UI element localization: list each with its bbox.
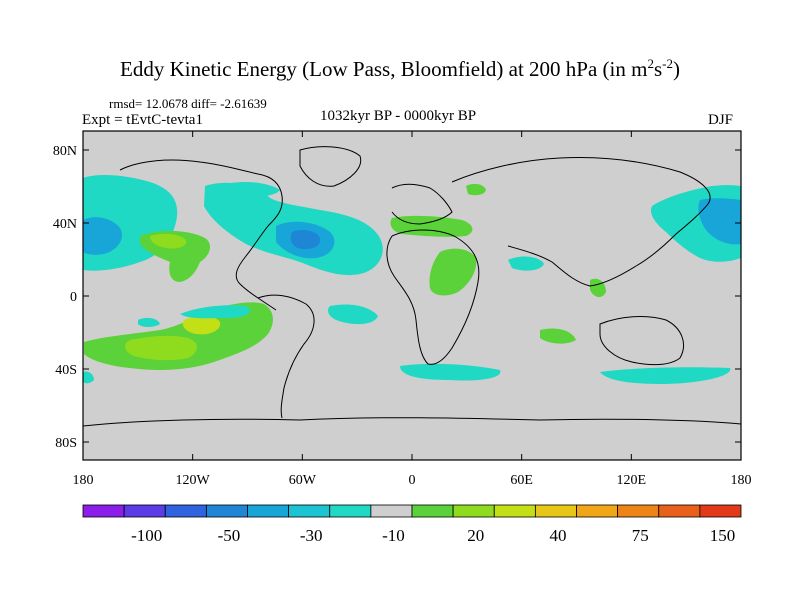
lat-label: 40S — [55, 363, 77, 378]
colorbar-labels: -100 -50 -30 -10 20 40 75 150 — [131, 526, 735, 545]
lon-label: 60E — [510, 473, 533, 488]
contour-mediterranean — [390, 215, 473, 237]
lon-label: 60W — [289, 473, 317, 488]
colorbar-label: 40 — [549, 526, 566, 545]
contour-npacific-west-inner — [83, 217, 123, 255]
contour-s-indian — [400, 363, 501, 381]
colorbar-label: 75 — [632, 526, 649, 545]
coast-greenland — [299, 146, 362, 187]
colorbar-box — [411, 504, 454, 518]
colorbar-box — [699, 504, 742, 518]
colorbar-label: 150 — [710, 526, 736, 545]
lat-label: 40N — [53, 217, 77, 232]
contour-spacific-inner2 — [182, 315, 221, 335]
lat-label: 0 — [70, 290, 77, 305]
field-contours — [83, 175, 741, 384]
colorbar-label: 20 — [467, 526, 484, 545]
contour-s-indian-green — [540, 328, 576, 344]
colorbar-box — [205, 504, 248, 518]
stats-text: rmsd= 12.0678 diff= -2.61639 — [109, 96, 267, 111]
contour-s-ocean-west — [83, 371, 94, 384]
lat-label: 80S — [55, 436, 77, 451]
colorbar-box — [576, 504, 619, 518]
contour-spacific-inner — [125, 335, 197, 361]
coast-africa — [386, 229, 480, 365]
lon-label: 180 — [731, 473, 752, 488]
coast-australia — [599, 316, 684, 366]
coast-north-america — [119, 159, 283, 311]
colorbar-box — [247, 504, 290, 518]
contour-pacific-small — [138, 317, 160, 327]
colorbar-box — [370, 504, 413, 518]
period-label: 1032kyr BP - 0000kyr BP — [320, 108, 477, 124]
contour-spacific-cyan — [180, 305, 250, 319]
colorbar-label: -10 — [382, 526, 405, 545]
coast-antarctica — [83, 417, 741, 427]
colorbar-label: -50 — [218, 526, 241, 545]
colorbar-box — [452, 504, 495, 518]
colorbar-box — [164, 504, 207, 518]
contour-siberia-green — [466, 183, 486, 196]
contour-satlantic — [328, 304, 378, 325]
colorbar-box — [617, 504, 660, 518]
map-background — [83, 131, 741, 460]
lon-label: 180 — [73, 473, 94, 488]
contour-natlantic-core — [290, 230, 321, 250]
contour-n-africa — [429, 248, 477, 296]
contour-arabia-cyan — [508, 256, 544, 271]
colorbar-boxes — [82, 504, 742, 518]
contour-subtropical-pacific-inner — [150, 233, 187, 249]
contour-eurasia — [224, 182, 280, 197]
coast-europe — [391, 183, 453, 225]
contour-nwpacific-inner — [698, 198, 741, 245]
lon-label: 0 — [409, 473, 416, 488]
colorbar-box — [288, 504, 331, 518]
coast-asia — [451, 157, 711, 287]
experiment-label: Expt = tEvtC-tevta1 — [82, 112, 203, 128]
coast-south-america — [257, 294, 315, 419]
colorbar-label: -100 — [131, 526, 162, 545]
lat-axis: 80N 40N 0 40S 80S — [53, 144, 741, 451]
coastlines — [83, 146, 741, 427]
lon-label: 120E — [617, 473, 647, 488]
colorbar-label: -30 — [300, 526, 323, 545]
chart-title: Eddy Kinetic Energy (Low Pass, Bloomfiel… — [120, 56, 680, 81]
season-label: DJF — [708, 112, 734, 128]
colorbar-box — [534, 504, 577, 518]
lon-label: 120W — [176, 473, 211, 488]
colorbar-box — [82, 504, 125, 518]
colorbar-box — [123, 504, 166, 518]
contour-s-ocean-east — [600, 367, 731, 384]
colorbar-box — [493, 504, 536, 518]
lon-axis: 180 120W 60W 0 60E 120E 180 — [73, 131, 752, 488]
colorbar-box — [658, 504, 701, 518]
lat-label: 80N — [53, 144, 77, 159]
colorbar-box — [329, 504, 372, 518]
